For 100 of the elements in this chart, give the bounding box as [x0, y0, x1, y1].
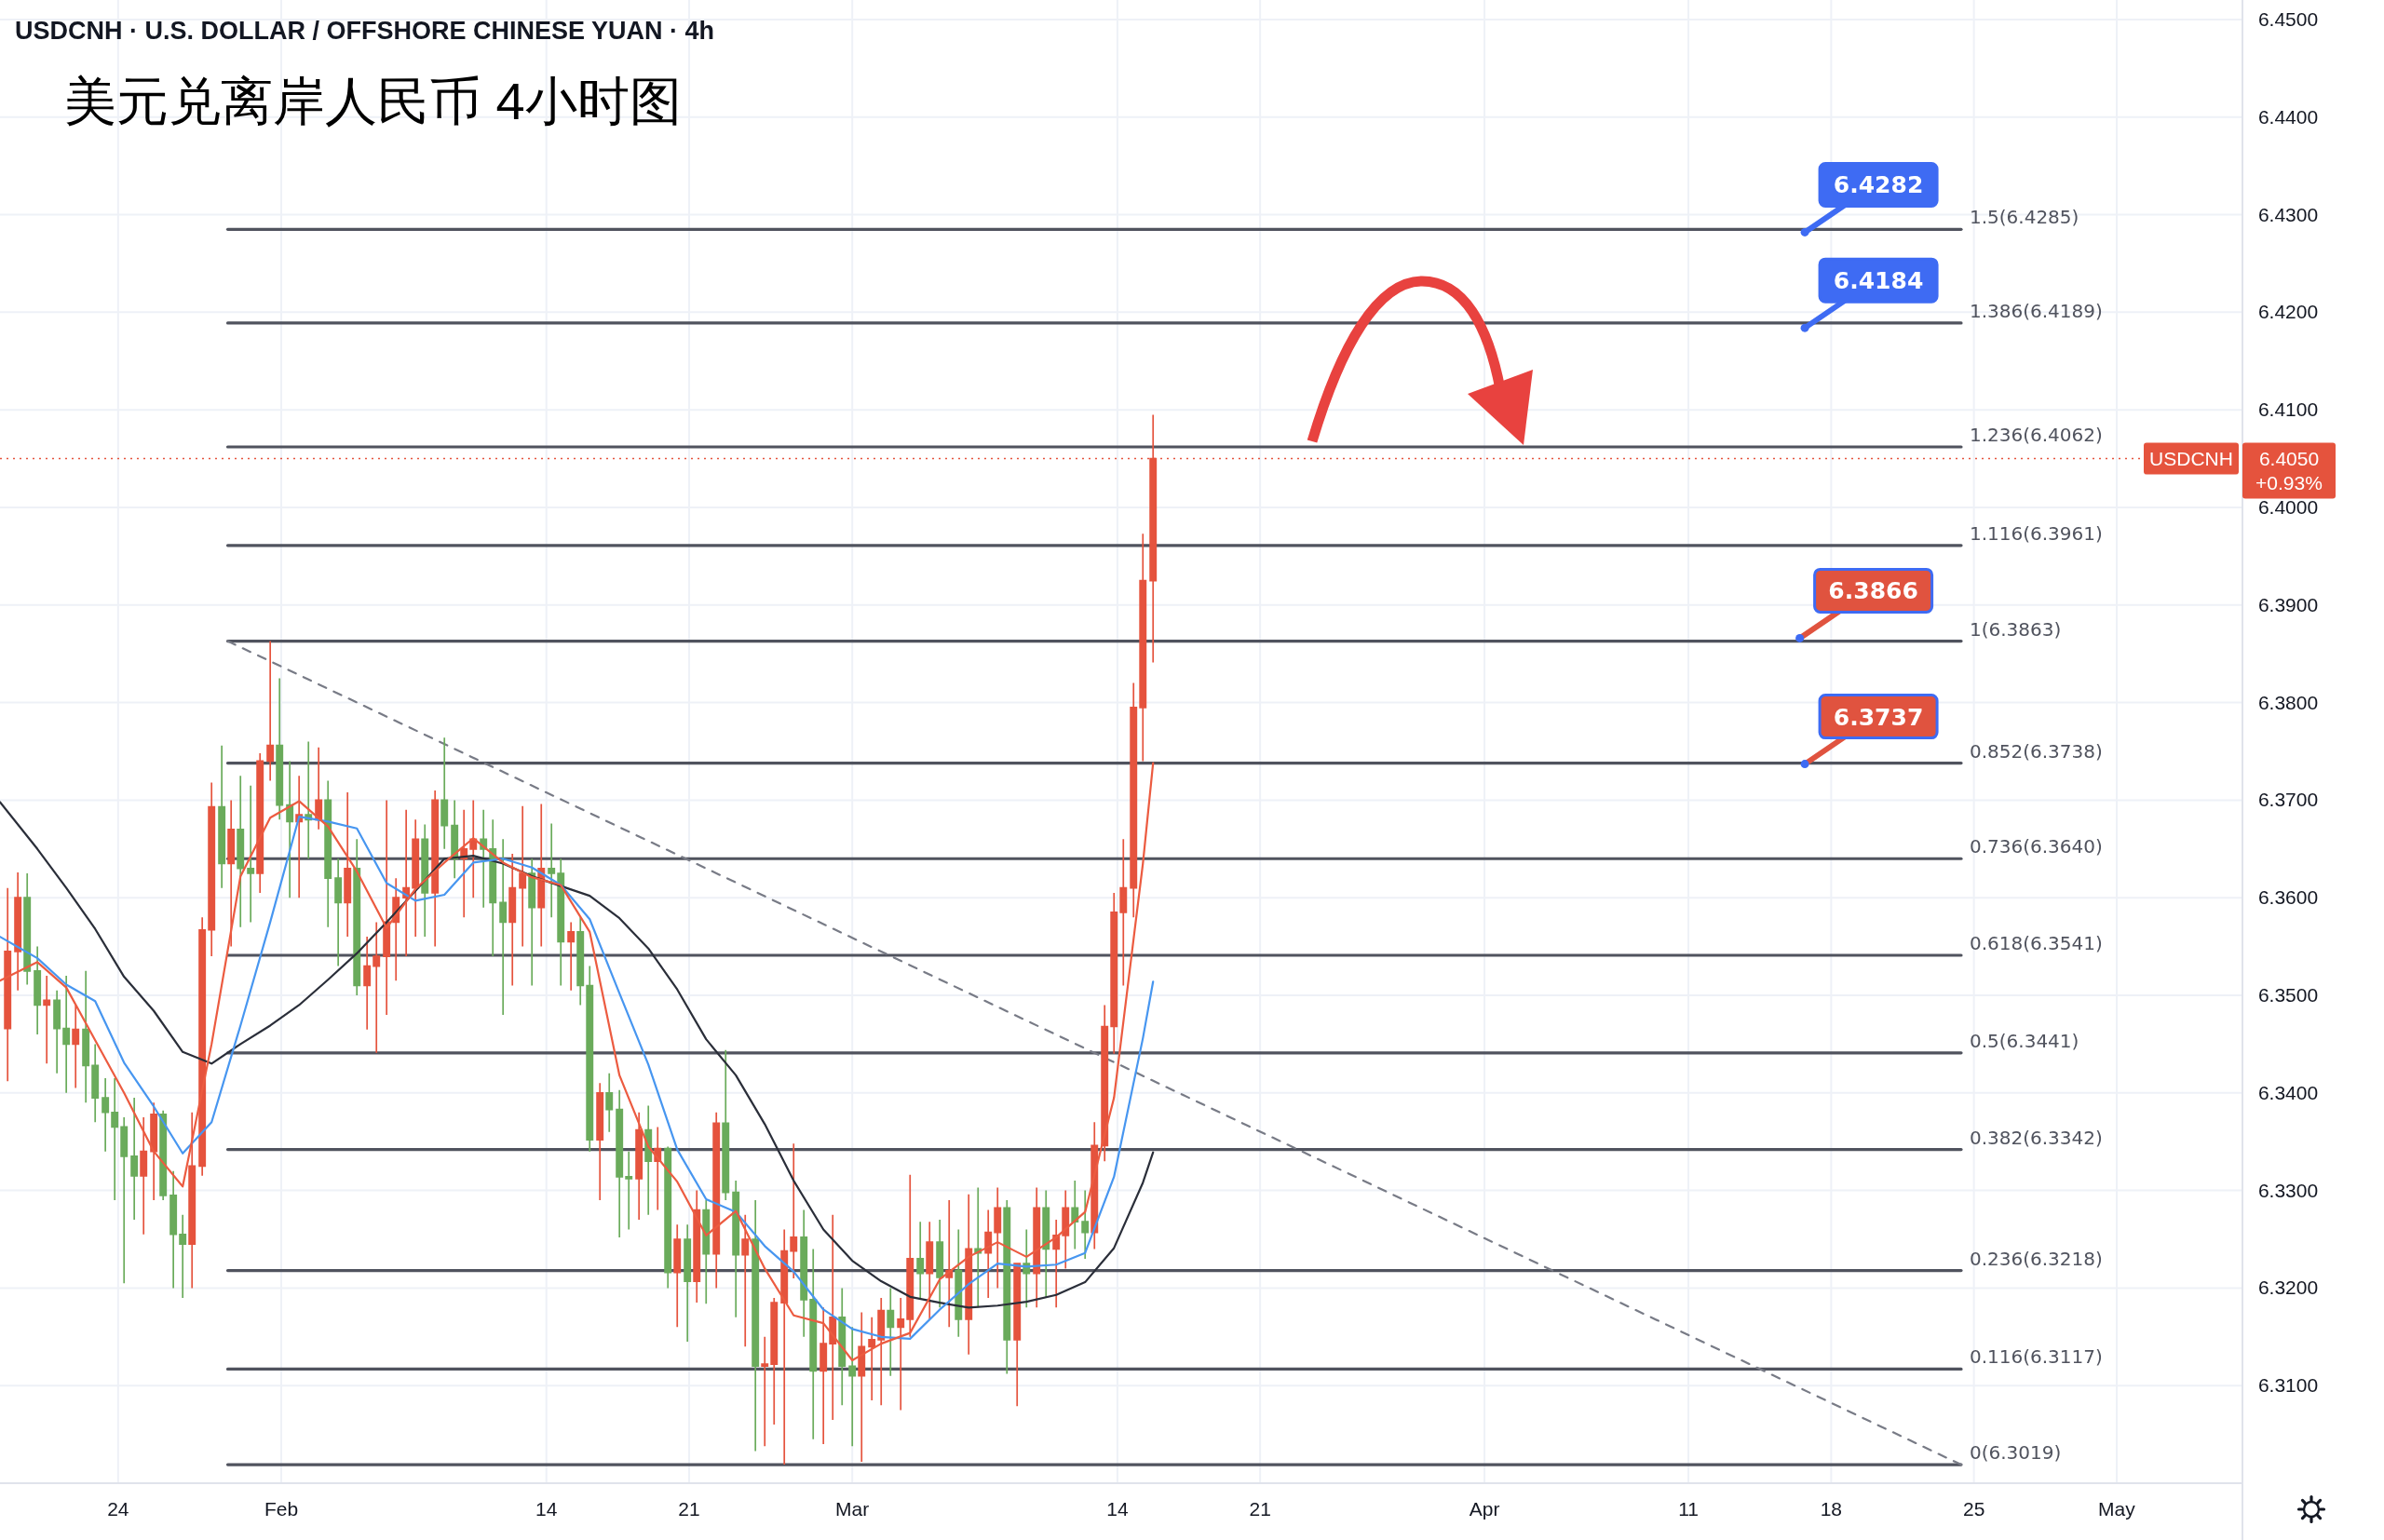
- candlestick: [936, 1219, 944, 1309]
- candlestick: [140, 1116, 148, 1236]
- series-label: 0.236(6.3218): [1969, 1247, 2103, 1270]
- x-tick-label: 25: [1962, 1498, 1985, 1520]
- x-tick-label: 21: [678, 1498, 700, 1520]
- series-label: 1(6.3863): [1969, 617, 2062, 641]
- y-tick-label: 6.3500: [2257, 983, 2319, 1006]
- candlestick: [188, 1111, 196, 1290]
- candlestick: [286, 760, 294, 899]
- candlestick: [43, 975, 51, 1065]
- x-tick-label: 18: [1820, 1498, 1843, 1520]
- candlestick: [1013, 1263, 1022, 1408]
- x-tick-label: May: [2098, 1498, 2136, 1520]
- candlestick: [1033, 1186, 1041, 1309]
- series-label: 1.116(6.3961): [1969, 521, 2103, 545]
- y-tick-label: 6.3700: [2257, 789, 2319, 811]
- candlestick: [169, 1169, 178, 1290]
- y-tick-label: 6.4100: [2257, 399, 2319, 421]
- candlestick: [4, 886, 12, 1083]
- x-tick-label: 14: [535, 1498, 558, 1520]
- ref-line-label: USDCNH: [2149, 447, 2233, 469]
- candlestick: [489, 818, 497, 957]
- candlestick: [693, 1189, 701, 1304]
- candlestick: [305, 740, 313, 860]
- series-label: 1.236(6.4062): [1969, 424, 2103, 446]
- candlestick: [625, 1150, 633, 1231]
- candlestick: [179, 1213, 187, 1299]
- candlestick: [1003, 1199, 1011, 1375]
- candlestick: [159, 1109, 168, 1201]
- candlestick: [616, 1088, 624, 1238]
- candlestick: [741, 1213, 750, 1348]
- series-label: 0.618(6.3541): [1969, 932, 2103, 955]
- candlestick: [62, 975, 71, 1094]
- candlestick: [14, 871, 22, 992]
- candlestick: [557, 858, 565, 987]
- y-tick-label: 6.4500: [2257, 7, 2319, 30]
- candlestick: [586, 965, 594, 1153]
- text: 美元兑离岸人民币 4小时图: [64, 72, 682, 130]
- candlestick: [431, 790, 440, 948]
- candlestick: [451, 799, 459, 880]
- candlestick: [576, 916, 585, 1006]
- candlestick: [469, 799, 478, 899]
- candlestick: [916, 1221, 925, 1299]
- y-tick-label: 6.4000: [2257, 495, 2319, 518]
- candlestick: [295, 775, 304, 899]
- candlestick: [955, 1228, 963, 1338]
- candlestick: [1090, 1121, 1099, 1250]
- candlestick: [537, 803, 546, 948]
- series-label: 0(6.3019): [1969, 1441, 2062, 1465]
- y-tick-label: 6.3900: [2257, 593, 2319, 615]
- candlestick: [906, 1173, 914, 1338]
- candlestick: [460, 809, 468, 918]
- candlestick: [519, 804, 527, 948]
- annotation: 6.3866: [1828, 577, 1918, 605]
- candlestick: [130, 1097, 139, 1221]
- candlestick: [402, 809, 411, 957]
- candlestick: [994, 1186, 1002, 1290]
- series-label: 0.116(6.3117): [1969, 1345, 2103, 1369]
- x-tick-label: 11: [1678, 1498, 1699, 1520]
- candlestick: [440, 736, 449, 850]
- y-tick-label: 6.3400: [2257, 1081, 2319, 1103]
- candlestick: [761, 1335, 769, 1448]
- y-tick-label: 6.3800: [2257, 691, 2319, 713]
- candlestick: [150, 1101, 158, 1201]
- candlestick: [91, 1043, 100, 1124]
- candlestick: [82, 969, 90, 1104]
- candlestick: [752, 1199, 760, 1452]
- candlestick: [1139, 533, 1147, 763]
- candlestick: [23, 872, 32, 986]
- y-tick-label: 6.4200: [2257, 301, 2319, 323]
- candlestick: [790, 1142, 798, 1279]
- candlestick: [848, 1326, 857, 1448]
- candlestick: [1062, 1189, 1070, 1270]
- candlestick: [984, 1209, 993, 1299]
- candlestick: [838, 1287, 847, 1407]
- candlestick: [227, 799, 236, 948]
- candlestick: [974, 1186, 982, 1309]
- series-label: 0.736(6.3640): [1969, 835, 2103, 858]
- candlestick: [480, 809, 488, 909]
- candlestick: [508, 853, 517, 987]
- x-tick-label: Feb: [264, 1498, 299, 1520]
- candlestick: [887, 1287, 895, 1377]
- candlestick: [1101, 1004, 1109, 1162]
- candlestick: [72, 1004, 80, 1089]
- candlestick: [198, 916, 207, 1177]
- text: USDCNH · U.S. DOLLAR / OFFSHORE CHINESE YUAN · 4h: [15, 17, 715, 45]
- candlestick: [605, 1072, 614, 1133]
- candlestick: [654, 1126, 662, 1211]
- candlestick: [334, 858, 343, 967]
- candlestick: [111, 1077, 119, 1201]
- candlestick: [1071, 1180, 1079, 1250]
- candlestick: [732, 1180, 740, 1318]
- candlestick: [528, 858, 536, 987]
- candlestick: [208, 781, 216, 957]
- candlestick: [120, 1116, 129, 1284]
- candlestick: [673, 1223, 682, 1329]
- candlestick: [247, 784, 255, 924]
- candlestick: [926, 1221, 934, 1320]
- y-tick-label: 6.4400: [2257, 105, 2319, 128]
- annotation: 6.4282: [1833, 171, 1924, 199]
